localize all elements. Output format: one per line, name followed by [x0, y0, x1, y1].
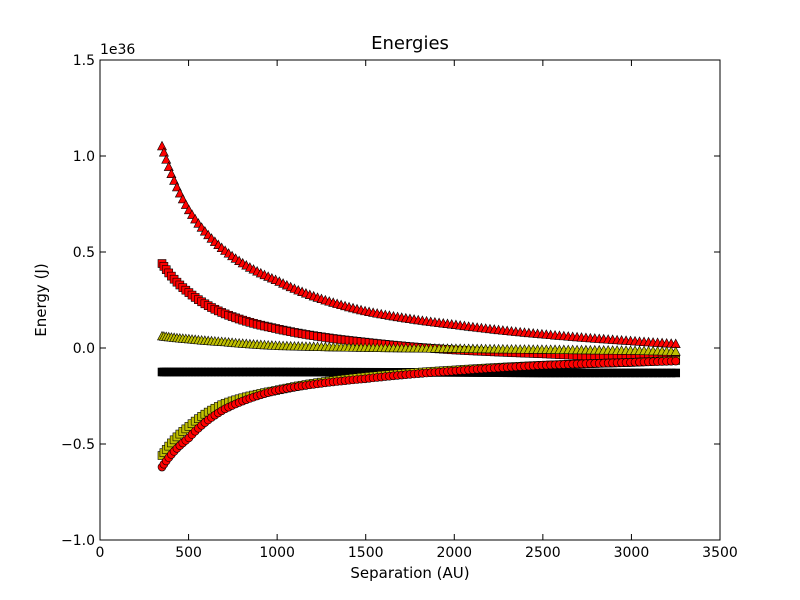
- y-tick-label: 0.5: [73, 245, 95, 261]
- x-tick-label: 2000: [436, 545, 472, 561]
- x-tick-label: 3500: [702, 545, 738, 561]
- x-tick-label: 3000: [614, 545, 650, 561]
- tick-layer: 0 500 1000 1500 2000 2500 3000 3500 −1.0 −0.5 0.0 0…: [61, 53, 738, 561]
- y-tick-label: 1.5: [73, 53, 95, 69]
- chart-title: Energies: [371, 33, 449, 54]
- data-point: [670, 346, 681, 356]
- y-offset-label: 1e36: [100, 42, 135, 58]
- data-point: [161, 154, 172, 164]
- data-point: [169, 175, 180, 185]
- data-point: [671, 368, 681, 378]
- y-tick-label: −1.0: [61, 533, 95, 549]
- series-2: [157, 330, 681, 356]
- x-tick-label: 0: [96, 545, 105, 561]
- series-5: [157, 356, 681, 472]
- data-layer: [157, 140, 681, 472]
- series-0: [157, 140, 681, 348]
- data-point: [163, 161, 174, 171]
- y-axis-label: Energy (J): [32, 263, 50, 336]
- y-tick-label: −0.5: [61, 437, 95, 453]
- x-tick-label: 2500: [525, 545, 561, 561]
- x-tick-label: 1000: [259, 545, 295, 561]
- data-point: [671, 356, 681, 366]
- data-point: [174, 187, 185, 198]
- data-point: [157, 140, 167, 151]
- y-tick-label: 1.0: [73, 149, 95, 165]
- x-tick-label: 500: [175, 545, 202, 561]
- plot-frame: [99, 59, 721, 541]
- data-point: [171, 181, 182, 192]
- data-point: [158, 147, 169, 157]
- y-tick-label: 0.0: [73, 341, 95, 357]
- data-point: [166, 168, 177, 178]
- x-axis-label: Separation (AU): [350, 564, 469, 582]
- x-tick-label: 1500: [348, 545, 384, 561]
